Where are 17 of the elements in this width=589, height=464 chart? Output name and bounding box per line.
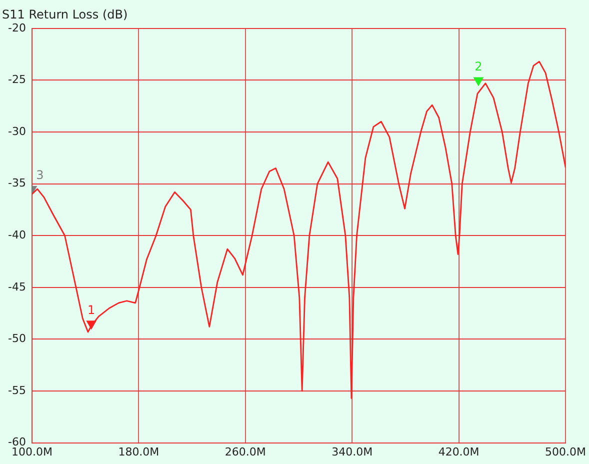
chart-title: S11 Return Loss (dB) bbox=[2, 7, 128, 22]
y-tick-label: -40 bbox=[8, 228, 26, 242]
y-tick-label: -50 bbox=[8, 332, 26, 346]
series-label: 1 bbox=[88, 302, 96, 317]
y-tick-label: -45 bbox=[8, 280, 26, 294]
x-tick-label: 500.0M bbox=[545, 445, 586, 458]
series-label: 2 bbox=[474, 59, 482, 74]
y-tick-label: -20 bbox=[8, 21, 26, 34]
y-tick-label: -35 bbox=[8, 176, 26, 190]
x-tick-label: 180.0M bbox=[118, 445, 160, 458]
x-tick-label: 420.0M bbox=[438, 445, 480, 458]
x-tick-label: 260.0M bbox=[224, 445, 266, 458]
y-tick-label: -30 bbox=[8, 124, 26, 138]
x-tick-label: 340.0M bbox=[332, 445, 373, 458]
series-label: 3 bbox=[36, 168, 44, 182]
y-tick-label: -25 bbox=[8, 73, 26, 86]
y-tick-label: -55 bbox=[8, 384, 26, 397]
